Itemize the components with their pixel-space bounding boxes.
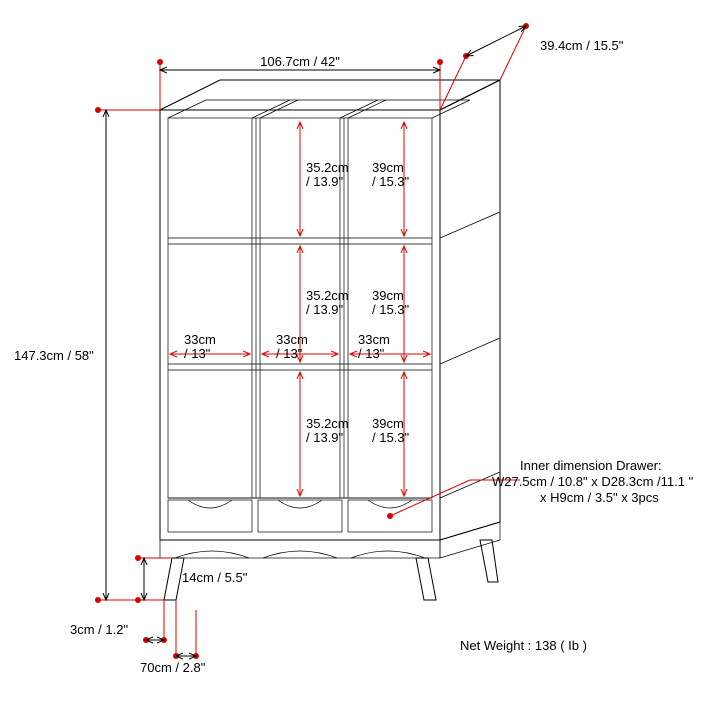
dim-foot-width: 70cm / 2.8" [140, 660, 206, 675]
dim-foot-depth: 3cm / 1.2" [70, 622, 128, 637]
dim-inner-h1: 39cm / 15.3" [372, 160, 410, 189]
dim-inner-h3: 39cm / 15.3" [372, 416, 410, 445]
dim-overall-depth: 39.4cm / 15.5" [540, 38, 624, 53]
dim-overall-width: 106.7cm / 42" [260, 54, 340, 69]
dim-cubby-h3: 35.2cm / 13.9" [306, 416, 352, 445]
dim-col-w2: 33cm / 13" [276, 332, 311, 361]
net-weight: Net Weight : 138 ( Ib ) [460, 638, 587, 653]
dim-col-w1: 33cm / 13" [184, 332, 219, 361]
dim-cubby-h1: 35.2cm / 13.9" [306, 160, 352, 189]
drawer-note: Inner dimension Drawer: W27.5cm / 10.8" … [492, 458, 697, 505]
dimension-diagram: 106.7cm / 42" 39.4cm / 15.5" 147.3cm / 5… [0, 0, 720, 720]
dim-col-w3: 33cm / 13" [358, 332, 393, 361]
dim-cubby-h2: 35.2cm / 13.9" [306, 288, 352, 317]
dim-overall-height: 147.3cm / 58" [14, 348, 94, 363]
dim-inner-h2: 39cm / 15.3" [372, 288, 410, 317]
dim-leg-height: 14cm / 5.5" [182, 570, 248, 585]
